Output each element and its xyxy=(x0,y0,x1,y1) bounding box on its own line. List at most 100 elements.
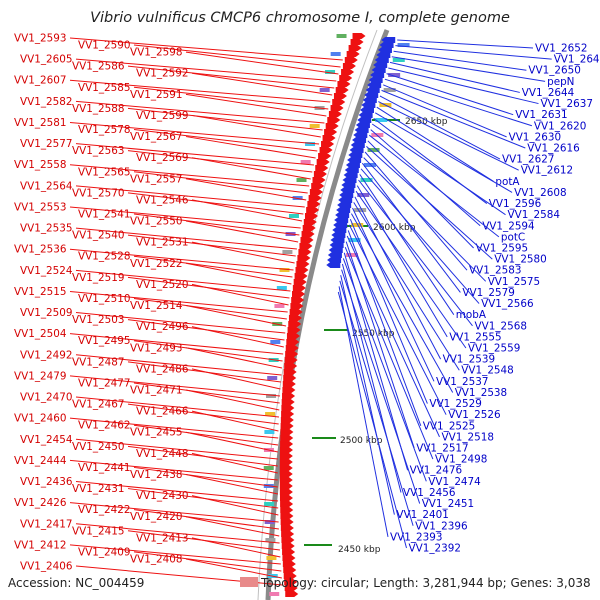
gene-arrow-reverse xyxy=(343,172,358,178)
gene-arrow-forward xyxy=(292,285,306,291)
left-gene-label: VV1_2567 xyxy=(130,131,182,143)
gene-arrow-forward xyxy=(285,351,299,357)
gene-arrow-forward xyxy=(322,135,336,141)
gene-arrow-forward xyxy=(279,489,293,495)
gene-arrow-forward xyxy=(335,87,349,93)
right-label-leader xyxy=(384,78,533,127)
gene-block-outer xyxy=(363,163,376,167)
left-gene-label: VV1_2492 xyxy=(20,349,72,361)
left-label-leader xyxy=(185,347,283,369)
gene-arrow-forward xyxy=(281,411,295,417)
gene-arrow-forward xyxy=(307,201,321,207)
gene-arrow-forward xyxy=(281,543,295,549)
gene-arrow-reverse xyxy=(376,52,391,58)
gene-arrow-reverse xyxy=(334,217,349,223)
right-label-leader xyxy=(376,106,494,182)
gene-arrow-forward xyxy=(325,123,339,129)
gene-block-outer xyxy=(360,178,373,182)
right-label-leader xyxy=(347,230,422,426)
left-gene-label: VV1_2550 xyxy=(130,216,182,228)
left-label-leader xyxy=(185,262,292,285)
left-label-leader xyxy=(75,58,337,82)
gene-arrow-reverse xyxy=(377,47,392,53)
gene-block-inner xyxy=(296,178,307,182)
right-label-leader xyxy=(354,196,442,360)
left-label-leader xyxy=(191,157,311,180)
gene-arrow-forward xyxy=(282,561,296,567)
gene-arrow-reverse xyxy=(381,37,396,43)
left-gene-label: VV1_2607 xyxy=(14,75,66,87)
left-gene-label: VV1_2519 xyxy=(72,272,124,284)
gene-arrow-forward xyxy=(328,111,342,117)
gene-arrow-forward xyxy=(294,273,308,279)
right-label-leader xyxy=(378,101,519,171)
left-gene-label: VV1_2590 xyxy=(78,40,130,52)
right-gene-label: VV1_2555 xyxy=(449,331,501,343)
gene-block-inner xyxy=(336,34,347,38)
gene-arrow-reverse xyxy=(331,232,346,238)
right-gene-label: VV1_2627 xyxy=(502,154,554,166)
gene-arrow-reverse xyxy=(353,132,368,138)
gene-arrow-forward xyxy=(287,327,301,333)
right-label-leader xyxy=(374,112,513,193)
gene-arrow-forward xyxy=(283,573,297,579)
gene-block-inner xyxy=(269,592,280,596)
right-gene-label: VV1_2596 xyxy=(489,198,541,210)
right-label-leader xyxy=(342,258,427,482)
left-gene-label: VV1_2528 xyxy=(78,251,130,263)
gene-arrow-forward xyxy=(279,453,293,459)
gene-arrow-forward xyxy=(288,321,302,327)
right-gene-label: VV1_2579 xyxy=(462,287,514,299)
right-label-leader xyxy=(352,207,435,382)
left-label-leader xyxy=(191,72,333,96)
left-gene-label: VV1_2441 xyxy=(78,462,130,474)
gene-block-inner xyxy=(319,88,330,92)
kbp-label-2500: 2500 kbp xyxy=(340,436,383,446)
gene-arrow-forward xyxy=(286,339,300,345)
left-gene-label: VV1_2460 xyxy=(14,413,66,425)
gene-arrow-forward xyxy=(282,549,296,555)
left-gene-label: VV1_2558 xyxy=(14,159,66,171)
right-gene-label: VV1_2539 xyxy=(443,354,495,366)
left-label-leader xyxy=(127,192,304,215)
gene-block-inner xyxy=(266,556,277,560)
right-gene-label: VV1_2652 xyxy=(535,43,587,55)
left-label-leader xyxy=(185,473,278,495)
gene-arrow-forward xyxy=(280,417,294,423)
gene-arrow-forward xyxy=(285,345,299,351)
left-label-leader xyxy=(185,516,280,537)
gene-arrow-reverse xyxy=(344,167,359,173)
gene-block-inner xyxy=(300,160,311,164)
gene-arrow-reverse xyxy=(365,87,380,93)
gene-arrow-reverse xyxy=(355,122,370,128)
right-gene-labels: VV1_2652VV1_2645VV1_2650pepNVV1_2644VV1_… xyxy=(337,39,600,555)
gene-arrow-reverse xyxy=(328,247,343,253)
gene-block-outer xyxy=(351,223,364,227)
gene-arrow-forward xyxy=(291,297,305,303)
gene-arrow-forward xyxy=(315,165,329,171)
left-gene-label: VV1_2495 xyxy=(78,335,130,347)
gene-arrow-forward xyxy=(321,141,335,147)
gene-arrow-forward xyxy=(348,45,362,51)
right-gene-label: VV1_2566 xyxy=(481,298,533,310)
right-gene-label: VV1_2575 xyxy=(488,276,540,288)
gene-arrow-forward xyxy=(286,333,300,339)
gene-arrow-forward xyxy=(284,585,298,591)
left-label-leader xyxy=(127,150,313,173)
right-gene-label: VV1_2594 xyxy=(482,220,535,232)
gene-arrow-reverse xyxy=(345,162,360,168)
gene-arrow-forward xyxy=(290,303,304,309)
right-label-leader xyxy=(337,291,407,549)
gene-arrow-forward xyxy=(298,249,312,255)
left-gene-label: VV1_2450 xyxy=(72,441,124,453)
left-gene-label: VV1_2479 xyxy=(14,370,66,382)
gene-arrow-forward xyxy=(280,513,294,519)
gene-block-outer xyxy=(367,148,380,152)
gene-block-outer xyxy=(354,208,367,212)
left-gene-label: VV1_2412 xyxy=(14,539,66,551)
left-gene-label: VV1_2585 xyxy=(78,82,130,94)
gene-arrow-reverse xyxy=(337,202,352,208)
gene-arrow-reverse xyxy=(368,77,383,83)
left-label-leader xyxy=(75,523,280,544)
left-gene-label: VV1_2409 xyxy=(78,546,130,558)
